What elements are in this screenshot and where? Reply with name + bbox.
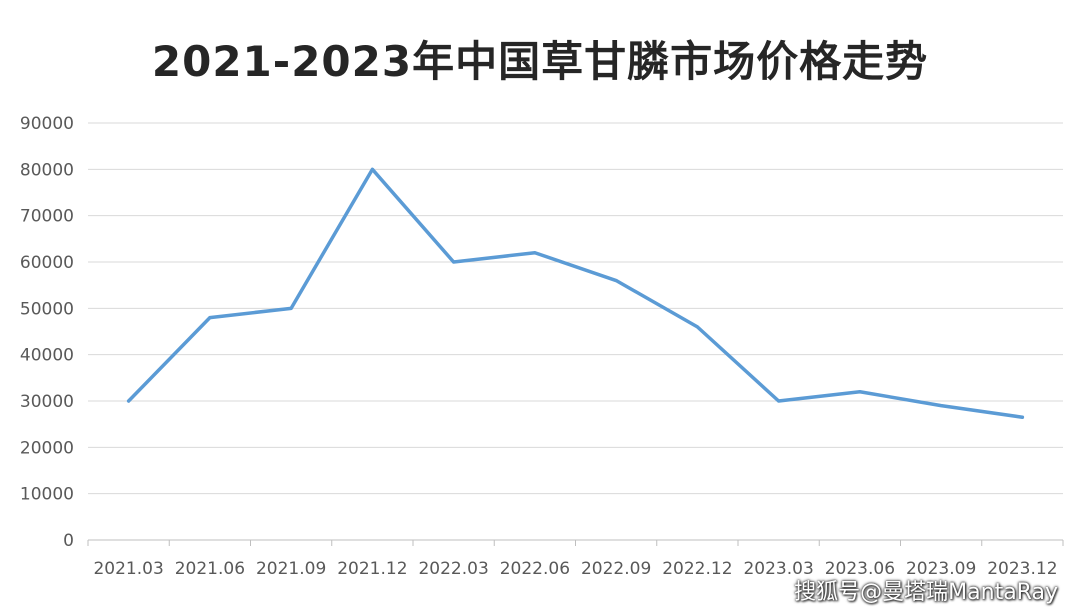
data-point <box>370 167 374 171</box>
x-tick-label: 2021.03 <box>93 559 163 579</box>
y-tick-label: 70000 <box>20 207 74 227</box>
data-point <box>127 399 131 403</box>
x-tick-label: 2021.06 <box>175 559 245 579</box>
data-point <box>614 279 618 283</box>
x-tick-label: 2023.03 <box>743 559 813 579</box>
y-tick-label: 20000 <box>20 438 74 458</box>
x-axis <box>87 539 1064 546</box>
x-axis-ticks: 2021.03 2021.06 2021.09 2021.12 2022.03 2022.… <box>93 559 1057 579</box>
series-group <box>126 167 1025 419</box>
x-tick-label: 2022.06 <box>500 559 570 579</box>
y-axis-ticks: 0 10000 20000 30000 40000 50000 60000 70000 8000… <box>20 114 74 551</box>
chart-title: 2021-2023年中国草甘膦市场价格走势 <box>151 37 929 86</box>
gridlines <box>88 122 1063 495</box>
y-tick-label: 40000 <box>20 346 74 366</box>
data-point <box>1020 415 1024 419</box>
x-tick-label: 2023.09 <box>906 559 976 579</box>
y-tick-label: 0 <box>63 531 74 551</box>
data-point <box>208 316 212 320</box>
x-tick-label: 2021.12 <box>337 559 407 579</box>
x-tick-label: 2021.09 <box>256 559 326 579</box>
data-point <box>939 404 943 408</box>
y-tick-label: 50000 <box>20 299 74 319</box>
x-tick-label: 2022.03 <box>418 559 488 579</box>
y-tick-label: 80000 <box>20 160 74 180</box>
data-point <box>695 325 699 329</box>
data-point <box>533 251 537 255</box>
data-point <box>289 306 293 310</box>
data-point <box>858 390 862 394</box>
data-point <box>452 260 456 264</box>
y-tick-label: 90000 <box>20 114 74 134</box>
x-tick-label: 2023.06 <box>825 559 895 579</box>
x-tick-label: 2022.09 <box>581 559 651 579</box>
x-tick-label: 2022.12 <box>662 559 732 579</box>
y-tick-label: 60000 <box>20 253 74 273</box>
y-tick-label: 10000 <box>20 485 74 505</box>
data-point <box>777 399 781 403</box>
watermark: 搜狐号@曼塔瑞MantaRay <box>794 580 1058 605</box>
series-line <box>126 167 1025 419</box>
x-tick-label: 2023.12 <box>987 559 1057 579</box>
y-tick-label: 30000 <box>20 392 74 412</box>
